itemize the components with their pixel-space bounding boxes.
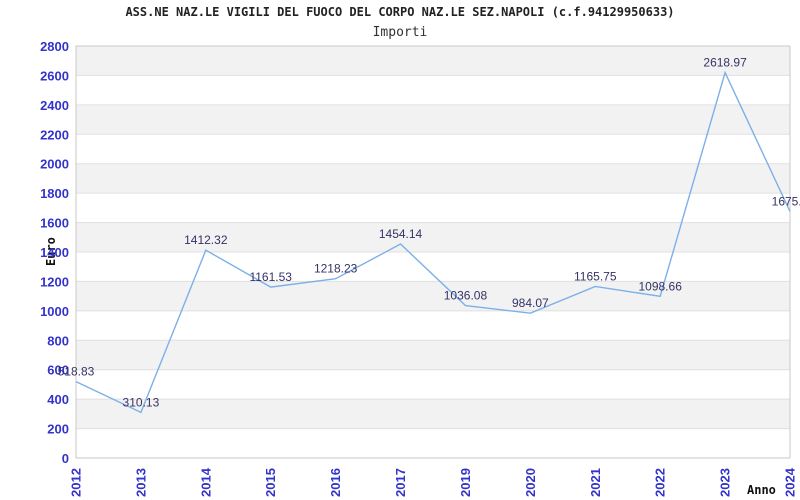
data-line	[75, 70, 791, 414]
y-tick-label: 2200	[40, 127, 69, 142]
data-point-label: 2618.97	[703, 56, 747, 70]
y-tick-label: 1200	[40, 274, 69, 289]
plot-band	[76, 399, 790, 429]
x-tick-label: 2014	[198, 467, 213, 497]
y-tick-label: 200	[47, 422, 69, 437]
plot-band	[76, 46, 790, 76]
y-tick-label: 2400	[40, 98, 69, 113]
y-tick-label: 400	[47, 392, 69, 407]
plot-band	[76, 75, 790, 105]
plot-band	[76, 428, 790, 458]
plot-band	[76, 281, 790, 311]
x-tick-label: 2023	[718, 468, 733, 497]
plot-band	[76, 310, 790, 341]
y-tick-label: 1400	[40, 245, 69, 260]
plot-band	[76, 369, 790, 400]
data-point-label: 1218.23	[314, 262, 358, 276]
x-tick-label: 2022	[653, 468, 668, 497]
plot-band	[76, 340, 790, 370]
x-tick-label: 2015	[263, 468, 278, 497]
chart-title: ASS.NE NAZ.LE VIGILI DEL FUOCO DEL CORPO…	[125, 5, 675, 19]
data-point-label: 1036.08	[444, 289, 488, 303]
x-tick-label: 2021	[588, 468, 603, 497]
data-point-label: 1675.2	[772, 195, 800, 209]
x-tick-label: 2020	[523, 468, 538, 497]
plot-band	[76, 163, 790, 194]
y-tick-label: 0	[62, 451, 69, 466]
y-tick-label: 800	[47, 333, 69, 348]
y-tick-label: 2000	[40, 157, 69, 172]
x-tick-label: 2012	[69, 468, 84, 497]
plot-border	[75, 45, 791, 459]
data-point-label: 518.83	[58, 365, 95, 379]
data-point-label: 310.13	[123, 395, 160, 409]
plot-band	[76, 104, 790, 135]
y-tick-label: 1000	[40, 304, 69, 319]
data-point-label: 1098.66	[638, 279, 682, 293]
data-point-label: 1161.53	[249, 270, 292, 284]
plot-band	[76, 252, 790, 282]
data-point-label: 984.07	[512, 296, 549, 310]
plot-band	[76, 134, 790, 164]
y-tick-label: 2600	[40, 68, 69, 83]
data-point-label: 1165.75	[574, 269, 617, 283]
data-point-label: 1412.32	[184, 233, 228, 247]
y-tick-label: 2800	[40, 39, 69, 54]
y-tick-label: 600	[47, 363, 69, 378]
y-tick-label: 1800	[40, 186, 69, 201]
x-tick-label: 2016	[328, 468, 343, 497]
chart-subtitle: Importi	[372, 25, 428, 40]
plot-band	[76, 222, 790, 252]
x-axis-title: Anno	[747, 483, 776, 497]
x-tick-label: 2024	[783, 467, 798, 497]
y-tick-label: 1600	[40, 216, 69, 231]
data-point-label: 1454.14	[379, 227, 423, 241]
x-tick-label: 2013	[133, 468, 148, 497]
x-tick-label: 2019	[458, 468, 473, 497]
plot-band	[76, 193, 790, 223]
x-tick-label: 2017	[393, 468, 408, 497]
